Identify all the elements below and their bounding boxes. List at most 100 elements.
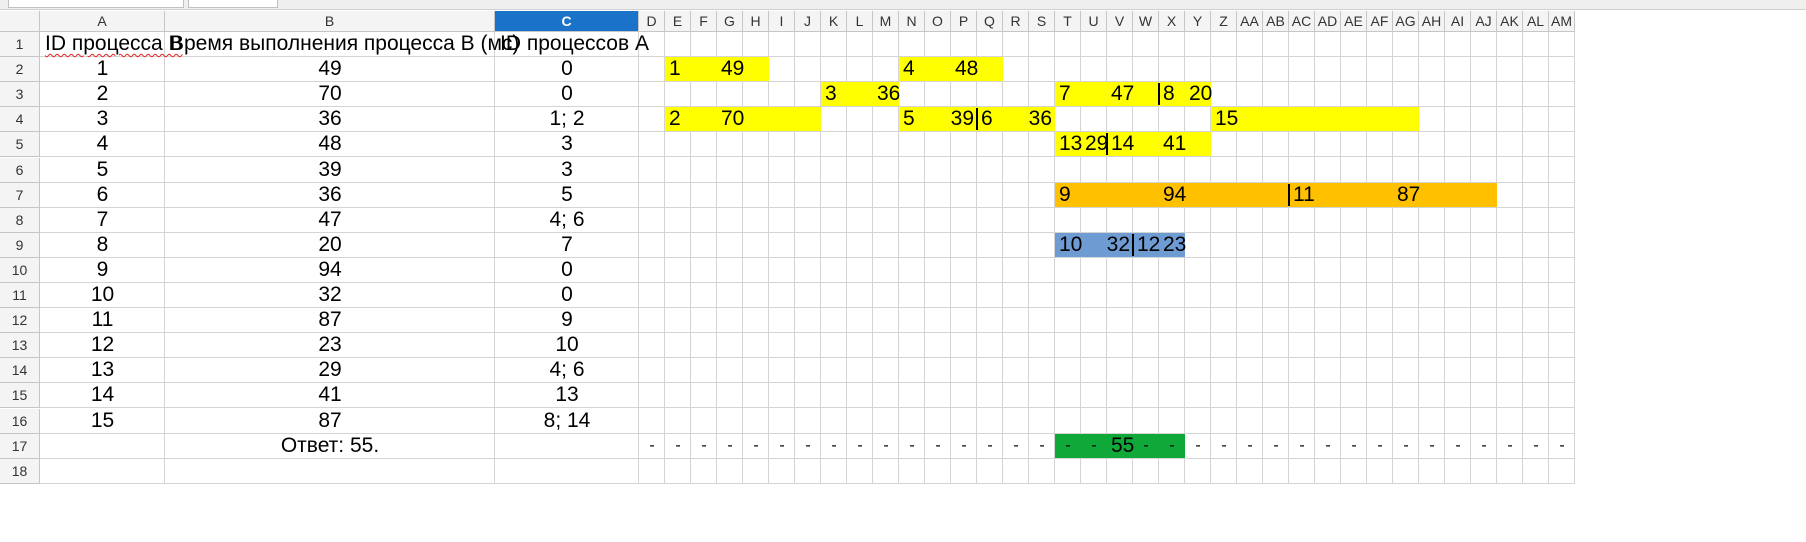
cell-a-12[interactable]: 11 bbox=[91, 308, 114, 332]
cell-a-2[interactable]: 1 bbox=[96, 57, 109, 81]
cell-c-12[interactable]: 9 bbox=[561, 308, 573, 332]
cell-a-13[interactable]: 12 bbox=[90, 333, 115, 357]
cell-a-15[interactable]: 14 bbox=[90, 383, 115, 407]
column-header-y[interactable]: Y bbox=[1185, 11, 1211, 32]
cell-c-10[interactable]: 0 bbox=[561, 257, 573, 281]
row-header-9[interactable]: 9 bbox=[0, 232, 40, 258]
column-header-c[interactable]: C bbox=[495, 11, 639, 32]
cell-c-11[interactable]: 0 bbox=[561, 283, 573, 306]
header-cell-b[interactable]: Время выполнения процесса B (мс) bbox=[170, 32, 520, 55]
column-header-k[interactable]: K bbox=[821, 11, 847, 32]
cell-b-8[interactable]: 47 bbox=[318, 207, 342, 231]
cell-c-7[interactable]: 5 bbox=[561, 182, 573, 206]
row-header-4[interactable]: 4 bbox=[0, 107, 40, 133]
column-header-b[interactable]: B bbox=[165, 11, 495, 32]
cell-b-3[interactable]: 70 bbox=[318, 82, 342, 106]
column-header-e[interactable]: E bbox=[665, 11, 691, 32]
cell-c-4[interactable]: 1; 2 bbox=[549, 107, 585, 131]
row-header-12[interactable]: 12 bbox=[0, 308, 40, 334]
cell-b-16[interactable]: 87 bbox=[318, 408, 342, 432]
cell-c-5[interactable]: 3 bbox=[561, 132, 573, 156]
column-header-j[interactable]: J bbox=[795, 11, 821, 32]
cell-b-5[interactable]: 48 bbox=[318, 132, 342, 156]
row-header-17[interactable]: 17 bbox=[0, 433, 40, 459]
column-header-g[interactable]: G bbox=[717, 11, 743, 32]
cell-a-10[interactable]: 9 bbox=[96, 257, 109, 281]
header-cell-a[interactable]: ID процесса B bbox=[45, 32, 183, 55]
column-header-o[interactable]: O bbox=[925, 11, 951, 32]
column-header-af[interactable]: AF bbox=[1367, 11, 1393, 32]
cell-a-3[interactable]: 2 bbox=[96, 82, 109, 106]
column-header-p[interactable]: P bbox=[951, 11, 977, 32]
cell-a-16[interactable]: 15 bbox=[90, 408, 115, 432]
row-header-1[interactable]: 1 bbox=[0, 32, 40, 58]
cell-b-7[interactable]: 36 bbox=[318, 182, 342, 206]
column-header-h[interactable]: H bbox=[743, 11, 769, 32]
cell-b-14[interactable]: 29 bbox=[318, 358, 342, 382]
cell-b-11[interactable]: 32 bbox=[318, 283, 342, 306]
cell-a-7[interactable]: 6 bbox=[96, 182, 109, 206]
cell-b-15[interactable]: 41 bbox=[318, 383, 342, 407]
row-header-5[interactable]: 5 bbox=[0, 132, 40, 158]
column-header-ae[interactable]: AE bbox=[1341, 11, 1367, 32]
row-header-3[interactable]: 3 bbox=[0, 82, 40, 108]
cell-a-8[interactable]: 7 bbox=[96, 207, 109, 231]
cell-c-9[interactable]: 7 bbox=[561, 232, 573, 256]
cell-a-5[interactable]: 4 bbox=[96, 132, 109, 156]
cell-a-9[interactable]: 8 bbox=[96, 232, 109, 256]
cell-c-16[interactable]: 8; 14 bbox=[543, 408, 591, 432]
cell-c-3[interactable]: 0 bbox=[561, 82, 573, 106]
column-header-ac[interactable]: AC bbox=[1289, 11, 1315, 32]
select-all-corner[interactable] bbox=[0, 11, 40, 32]
column-header-d[interactable]: D bbox=[639, 11, 665, 32]
row-header-18[interactable]: 18 bbox=[0, 458, 40, 484]
column-header-q[interactable]: Q bbox=[977, 11, 1003, 32]
column-header-z[interactable]: Z bbox=[1211, 11, 1237, 32]
column-header-x[interactable]: X bbox=[1159, 11, 1185, 32]
cell-a-6[interactable]: 5 bbox=[96, 157, 109, 181]
column-header-ab[interactable]: AB bbox=[1263, 11, 1289, 32]
column-header-am[interactable]: AM bbox=[1549, 11, 1575, 32]
cell-a-11[interactable]: 10 bbox=[90, 283, 115, 306]
cell-c-2[interactable]: 0 bbox=[561, 57, 573, 81]
column-header-al[interactable]: AL bbox=[1523, 11, 1549, 32]
cell-b-9[interactable]: 20 bbox=[318, 232, 342, 256]
column-header-ag[interactable]: AG bbox=[1393, 11, 1419, 32]
row-header-13[interactable]: 13 bbox=[0, 333, 40, 359]
row-header-7[interactable]: 7 bbox=[0, 182, 40, 208]
row-header-14[interactable]: 14 bbox=[0, 358, 40, 384]
column-header-n[interactable]: N bbox=[899, 11, 925, 32]
cell-c-14[interactable]: 4; 6 bbox=[549, 358, 585, 382]
column-header-l[interactable]: L bbox=[847, 11, 873, 32]
column-header-a[interactable]: A bbox=[40, 11, 165, 32]
column-header-v[interactable]: V bbox=[1107, 11, 1133, 32]
column-header-w[interactable]: W bbox=[1133, 11, 1159, 32]
cell-c-15[interactable]: 13 bbox=[555, 383, 579, 407]
column-header-f[interactable]: F bbox=[691, 11, 717, 32]
row-header-16[interactable]: 16 bbox=[0, 408, 40, 434]
column-header-ak[interactable]: AK bbox=[1497, 11, 1523, 32]
column-header-ad[interactable]: AD bbox=[1315, 11, 1341, 32]
cell-b-13[interactable]: 23 bbox=[318, 333, 342, 357]
name-box[interactable] bbox=[8, 0, 184, 8]
cell-c-13[interactable]: 10 bbox=[555, 333, 579, 357]
row-header-15[interactable]: 15 bbox=[0, 383, 40, 409]
column-header-aa[interactable]: AA bbox=[1237, 11, 1263, 32]
cell-b-2[interactable]: 49 bbox=[318, 57, 342, 81]
cell-c-8[interactable]: 4; 6 bbox=[549, 207, 585, 231]
column-header-ai[interactable]: AI bbox=[1445, 11, 1471, 32]
column-header-t[interactable]: T bbox=[1055, 11, 1081, 32]
column-header-aj[interactable]: AJ bbox=[1471, 11, 1497, 32]
cell-a-14[interactable]: 13 bbox=[90, 358, 115, 382]
cell-b-4[interactable]: 36 bbox=[318, 107, 342, 131]
cell-a-4[interactable]: 3 bbox=[96, 107, 109, 131]
row-header-11[interactable]: 11 bbox=[0, 283, 40, 309]
row-header-10[interactable]: 10 bbox=[0, 257, 40, 283]
column-header-r[interactable]: R bbox=[1003, 11, 1029, 32]
answer-cell[interactable]: Ответ: 55. bbox=[280, 433, 380, 457]
cell-b-6[interactable]: 39 bbox=[318, 157, 342, 181]
column-header-u[interactable]: U bbox=[1081, 11, 1107, 32]
formula-input[interactable] bbox=[188, 0, 278, 8]
column-header-i[interactable]: I bbox=[769, 11, 795, 32]
